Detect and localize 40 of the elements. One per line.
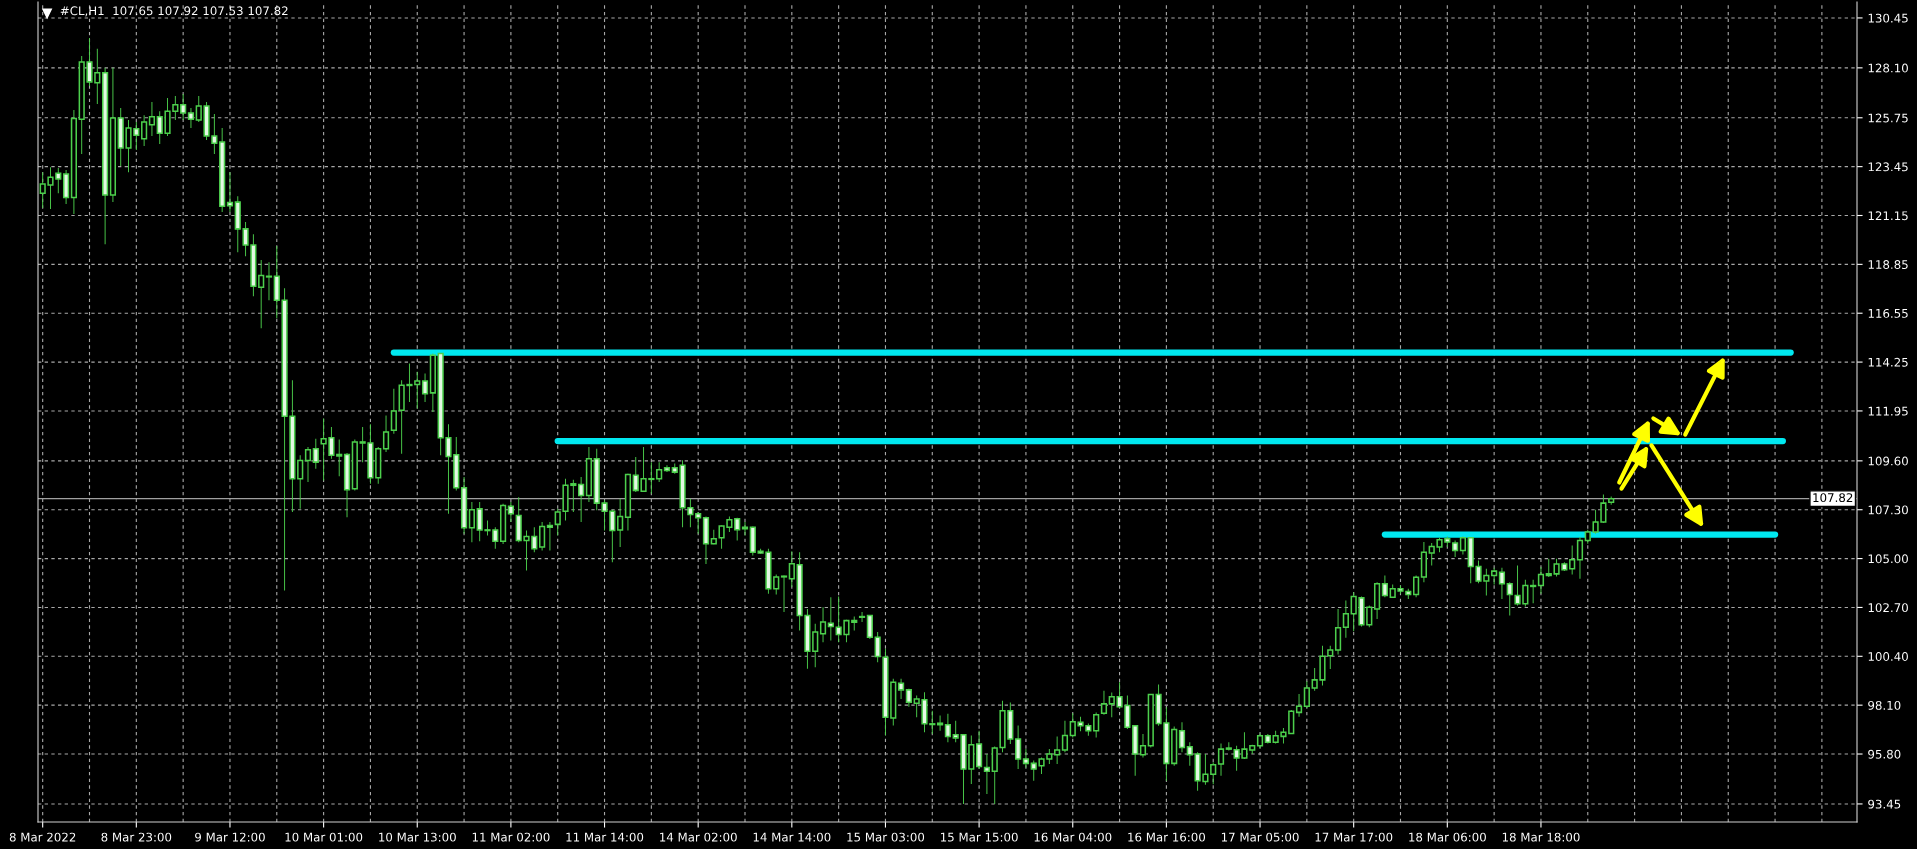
x-tick-label: 17 Mar 05:00: [1221, 832, 1299, 842]
x-tick-label: 11 Mar 14:00: [566, 832, 644, 842]
x-tick-label: 15 Mar 15:00: [940, 832, 1018, 842]
y-tick-label: 114.25: [1868, 357, 1908, 367]
y-tick-label: 111.95: [1868, 406, 1908, 416]
y-tick-label: 95.80: [1868, 749, 1901, 759]
x-tick-label: 17 Mar 17:00: [1315, 832, 1393, 842]
ref-line-label: 107.82: [1813, 493, 1853, 503]
x-tick-label: 18 Mar 18:00: [1502, 832, 1580, 842]
y-tick-label: 109.60: [1868, 456, 1908, 466]
x-tick-label: 10 Mar 13:00: [379, 832, 456, 842]
y-tick-label: 123.45: [1868, 162, 1908, 172]
y-tick-label: 116.55: [1868, 308, 1908, 318]
y-tick-label: 93.45: [1868, 799, 1901, 809]
x-tick-label: 16 Mar 04:00: [1034, 832, 1112, 842]
y-tick-label: 107.30: [1868, 505, 1908, 515]
x-tick-label: 10 Mar 01:00: [285, 832, 363, 842]
x-tick-label: 16 Mar 16:00: [1128, 832, 1206, 842]
candlestick: [827, 597, 834, 641]
x-tick-label: 14 Mar 02:00: [660, 832, 737, 842]
x-tick-label: 11 Mar 02:00: [472, 832, 550, 842]
y-tick-label: 98.10: [1868, 700, 1901, 710]
y-tick-label: 125.75: [1868, 113, 1908, 123]
x-tick-label: 8 Mar 23:00: [101, 832, 172, 842]
x-tick-label: 9 Mar 12:00: [195, 832, 265, 842]
y-tick-label: 130.45: [1868, 13, 1908, 23]
y-tick-label: 105.00: [1868, 554, 1908, 564]
chart-title: #CL,H1 107.65 107.92 107.53 107.82: [60, 6, 288, 17]
y-tick-label: 118.85: [1868, 260, 1908, 270]
x-tick-label: 8 Mar 2022: [9, 832, 76, 842]
candlestick: [546, 522, 554, 551]
y-tick-label: 128.10: [1868, 63, 1908, 73]
candlestick: [983, 754, 991, 794]
y-tick-label: 121.15: [1868, 211, 1908, 221]
y-tick-label: 100.40: [1868, 652, 1908, 661]
x-tick-label: 15 Mar 03:00: [847, 832, 925, 842]
candlestick: [1530, 579, 1537, 604]
x-tick-label: 18 Mar 06:00: [1409, 832, 1486, 842]
y-tick-label: 102.70: [1868, 603, 1908, 613]
x-tick-label: 14 Mar 14:00: [753, 832, 831, 842]
